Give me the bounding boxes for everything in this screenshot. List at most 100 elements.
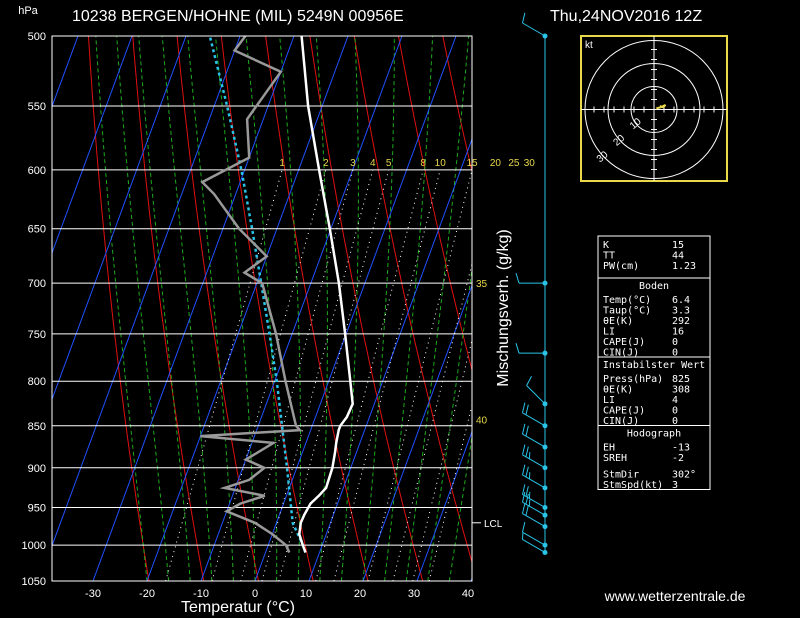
pressure-tick-label: 550 (28, 101, 46, 113)
index-value: 0 (672, 406, 678, 417)
isotherm (92, 36, 295, 581)
index-value: -13 (672, 443, 690, 454)
hodograph-title: Hodograph (627, 429, 681, 440)
plot-frame (51, 35, 473, 582)
moist-adiabat (245, 36, 278, 581)
temp-tick-label: 30 (408, 588, 420, 600)
dry-adiabat (132, 36, 205, 581)
isotherm (52, 36, 241, 548)
index-value: 825 (672, 374, 690, 385)
index-label: θE(K) (603, 316, 633, 327)
temp-tick-label: 0 (252, 588, 258, 600)
wind-barb-flag (521, 12, 526, 24)
mixing-ratio-label: 25 (508, 158, 520, 169)
moist-adiabat (384, 36, 434, 581)
mixing-ratio-line (240, 169, 354, 581)
index-label: θE(K) (603, 385, 633, 396)
index-value: 4 (672, 395, 678, 406)
temp-tick-label: 40 (462, 588, 474, 600)
wind-barb-flag (521, 402, 526, 413)
wind-barb-shaft (526, 385, 546, 405)
index-value: 0 (672, 337, 678, 348)
wind-barb-flag (525, 446, 529, 457)
wind-barb-shaft (522, 539, 546, 553)
mixing-ratio-label: 20 (490, 158, 502, 169)
index-value: 44 (672, 251, 684, 262)
isotherm (416, 430, 472, 581)
moist-adiabat (427, 265, 472, 581)
dry-adiabat (398, 36, 472, 373)
mixing-ratio-label: 3 (350, 158, 356, 169)
isotherm (362, 284, 472, 581)
wind-barb-shaft (522, 433, 546, 448)
index-label: PW(cm) (603, 261, 639, 272)
mixing-ratio-label: 15 (467, 158, 479, 169)
moist-adiabat (138, 36, 191, 581)
wind-barb-shaft (522, 513, 546, 527)
hodograph-trace (656, 104, 667, 110)
wind-barb-shaft (522, 494, 546, 508)
index-label: Temp(°C) (603, 295, 651, 306)
wind-barb-shaft (522, 454, 546, 469)
datetime-title: Thu,24NOV2016 12Z (550, 8, 702, 25)
index-label: CIN(J) (603, 348, 639, 359)
wind-barb-flag (525, 404, 529, 415)
wind-barb-flag (521, 491, 526, 503)
wind-barb-shaft (522, 501, 546, 516)
dry-adiabat (265, 36, 369, 581)
temp-tick-label: -20 (139, 588, 155, 600)
wind-barb-flag (521, 521, 526, 533)
index-label: CIN(J) (603, 416, 639, 427)
website-label: www.wetterzentrale.de (604, 588, 746, 604)
wind-barb-flag (515, 273, 520, 284)
isotherm (52, 36, 133, 255)
index-label: CAPE(J) (603, 406, 645, 417)
pressure-tick-label: 800 (28, 376, 46, 388)
pressure-tick-label: 750 (28, 329, 46, 341)
parcel-curve (208, 36, 307, 553)
x-axis-title: Temperatur (°C) (181, 599, 295, 616)
mixing-ratio-line (315, 169, 424, 581)
wind-barb-flag (526, 376, 533, 386)
temp-tick-label: -10 (193, 588, 209, 600)
pressure-tick-label: 1000 (22, 540, 46, 552)
index-value: 0 (672, 416, 678, 427)
wind-barb-flag (525, 466, 529, 478)
wind-barb-flag (525, 505, 529, 516)
mixing-ratio-line (278, 169, 390, 581)
side-scale-label: 40 (476, 416, 488, 427)
axis-labels: 50055060065070075080085090095010001050-3… (22, 31, 536, 600)
skewt-plot-area (52, 36, 472, 581)
mixing-ratio-line (367, 169, 472, 581)
moist-adiabat (362, 36, 395, 581)
index-value: -2 (672, 453, 684, 464)
isotherm (146, 36, 349, 581)
moist-adiabat (405, 36, 470, 581)
index-value: 3.3 (672, 306, 690, 317)
wind-barb-shaft (522, 22, 546, 37)
dry-adiabat (353, 36, 472, 564)
index-label: Press(hPa) (603, 374, 663, 385)
wind-barb-shaft (522, 531, 546, 546)
yunit-label: hPa (18, 5, 38, 17)
instabil-title: Instabilster Wert (603, 360, 705, 371)
mixing-ratio-line (412, 338, 472, 581)
index-label: TT (603, 251, 615, 262)
moist-adiabat (340, 36, 359, 581)
dry-adiabat (309, 36, 424, 581)
wind-barb-flag (525, 493, 529, 505)
index-label: SREH (603, 453, 627, 464)
isotherm (308, 137, 472, 581)
isotherm (254, 36, 457, 581)
pressure-tick-label: 500 (28, 31, 46, 43)
wind-barb-shaft (522, 474, 546, 489)
wind-barb-flag (521, 423, 526, 435)
wind-barb-flag (525, 425, 529, 437)
wind-barb-flag (525, 486, 529, 497)
wind-barb-shaft (522, 412, 546, 427)
mixing-ratio-label: 2 (323, 158, 329, 169)
temp-tick-label: 10 (300, 588, 312, 600)
pressure-tick-label: 650 (28, 224, 46, 236)
